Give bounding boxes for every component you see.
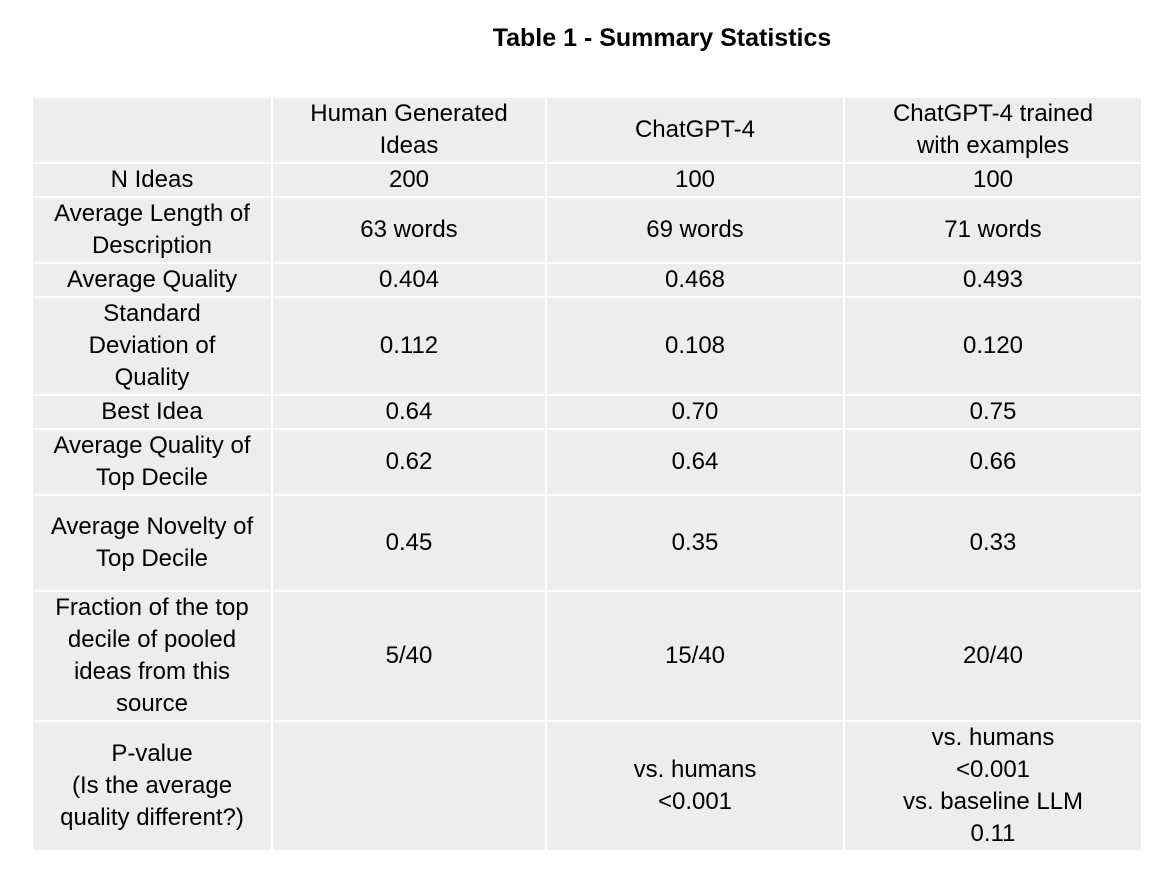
cell-human: 0.112 bbox=[273, 298, 545, 394]
cell-chatgpt4: 15/40 bbox=[547, 592, 843, 720]
cell-chatgpt4-trained: 0.75 bbox=[845, 396, 1141, 428]
cell-human-pvalue bbox=[273, 722, 545, 850]
row-label: Average Length of Description bbox=[33, 198, 271, 262]
pvalue-label-line: P-value bbox=[111, 740, 193, 767]
table-row: Fraction of the top decile of pooled ide… bbox=[33, 592, 1141, 720]
pvalue-label-line: quality different?) bbox=[60, 804, 244, 831]
cell-human: 0.62 bbox=[273, 430, 545, 494]
cell-chatgpt4: 0.35 bbox=[547, 496, 843, 590]
cell-chatgpt4: 0.70 bbox=[547, 396, 843, 428]
table-title: Table 1 - Summary Statistics bbox=[492, 24, 832, 52]
cell-chatgpt4-pvalue: vs. humans <0.001 bbox=[547, 722, 843, 850]
pvalue-line: 0.11 bbox=[970, 820, 1016, 847]
header-cell-empty bbox=[33, 98, 271, 162]
cell-human: 63 words bbox=[273, 198, 545, 262]
row-label-pvalue: P-value (Is the average quality differen… bbox=[33, 722, 271, 850]
header-cell-chatgpt4: ChatGPT-4 bbox=[547, 98, 843, 162]
row-label: Best Idea bbox=[33, 396, 271, 428]
table-row: Standard Deviation of Quality 0.112 0.10… bbox=[33, 298, 1141, 394]
header-row: Human Generated Ideas ChatGPT-4 ChatGPT-… bbox=[33, 98, 1141, 162]
table-row: Best Idea 0.64 0.70 0.75 bbox=[33, 396, 1141, 428]
cell-chatgpt4-trained: 0.33 bbox=[845, 496, 1141, 590]
row-label: N Ideas bbox=[33, 164, 271, 196]
cell-chatgpt4: 0.468 bbox=[547, 264, 843, 296]
cell-human: 200 bbox=[273, 164, 545, 196]
cell-human: 5/40 bbox=[273, 592, 545, 720]
pvalue-line: <0.001 bbox=[657, 788, 733, 815]
pvalue-label-line: (Is the average bbox=[71, 772, 233, 799]
row-label: Average Quality bbox=[33, 264, 271, 296]
cell-human: 0.404 bbox=[273, 264, 545, 296]
table-row: Average Length of Description 63 words 6… bbox=[33, 198, 1141, 262]
row-label: Fraction of the top decile of pooled ide… bbox=[33, 592, 271, 720]
pvalue-line: vs. baseline LLM bbox=[902, 788, 1084, 815]
row-label: Average Quality of Top Decile bbox=[33, 430, 271, 494]
cell-chatgpt4-trained: 100 bbox=[845, 164, 1141, 196]
cell-human: 0.64 bbox=[273, 396, 545, 428]
cell-human: 0.45 bbox=[273, 496, 545, 590]
summary-statistics-table: Human Generated Ideas ChatGPT-4 ChatGPT-… bbox=[31, 96, 1143, 852]
cell-chatgpt4: 0.64 bbox=[547, 430, 843, 494]
cell-chatgpt4-trained: 0.493 bbox=[845, 264, 1141, 296]
cell-chatgpt4: 0.108 bbox=[547, 298, 843, 394]
row-label: Standard Deviation of Quality bbox=[33, 298, 271, 394]
table-row: Average Novelty of Top Decile 0.45 0.35 … bbox=[33, 496, 1141, 590]
cell-chatgpt4-trained-pvalue: vs. humans <0.001 vs. baseline LLM 0.11 bbox=[845, 722, 1141, 850]
pvalue-row: P-value (Is the average quality differen… bbox=[33, 722, 1141, 850]
header-cell-human: Human Generated Ideas bbox=[273, 98, 545, 162]
cell-chatgpt4: 100 bbox=[547, 164, 843, 196]
table-row: Average Quality of Top Decile 0.62 0.64 … bbox=[33, 430, 1141, 494]
cell-chatgpt4: 69 words bbox=[547, 198, 843, 262]
cell-chatgpt4-trained: 0.66 bbox=[845, 430, 1141, 494]
cell-chatgpt4-trained: 71 words bbox=[845, 198, 1141, 262]
pvalue-line: vs. humans bbox=[633, 756, 757, 783]
row-label: Average Novelty of Top Decile bbox=[33, 496, 271, 590]
pvalue-line: <0.001 bbox=[955, 756, 1031, 783]
table-row: N Ideas 200 100 100 bbox=[33, 164, 1141, 196]
cell-chatgpt4-trained: 20/40 bbox=[845, 592, 1141, 720]
header-cell-chatgpt4-trained: ChatGPT-4 trained with examples bbox=[845, 98, 1141, 162]
table-row: Average Quality 0.404 0.468 0.493 bbox=[33, 264, 1141, 296]
cell-chatgpt4-trained: 0.120 bbox=[845, 298, 1141, 394]
pvalue-line: vs. humans bbox=[931, 724, 1055, 751]
